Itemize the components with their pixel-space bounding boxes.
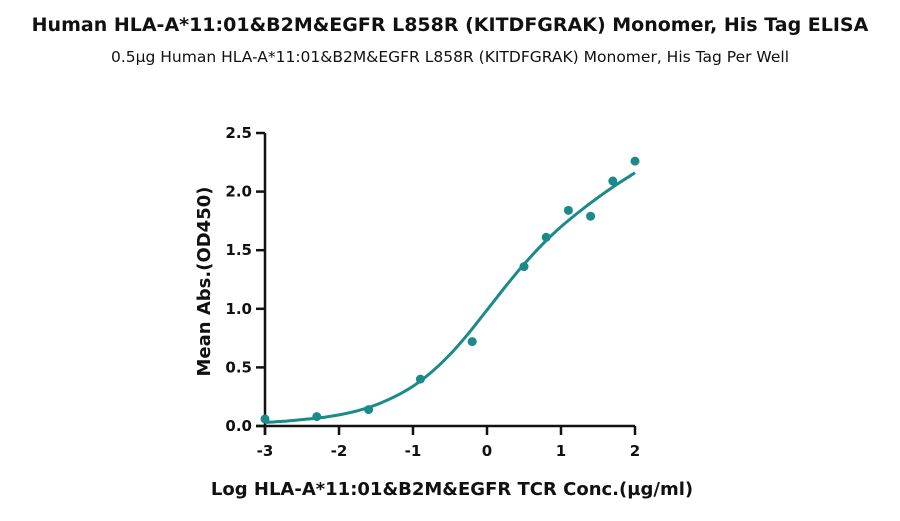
data-point bbox=[467, 337, 477, 347]
data-points bbox=[260, 156, 640, 424]
x-axis-label: Log HLA-A*11:01&B2M&EGFR TCR Conc.(µg/ml… bbox=[211, 479, 693, 500]
y-axis-label: Mean Abs.(OD450) bbox=[194, 187, 215, 377]
chart-ticks: 0.0 0.5 1.0 1.5 2.0 2.5 -3 -2 -1 0 1 2 bbox=[225, 124, 640, 460]
y-tick-label: 2.0 bbox=[225, 183, 252, 201]
data-point bbox=[563, 205, 573, 215]
data-point bbox=[608, 176, 618, 186]
data-point bbox=[260, 414, 270, 424]
data-point bbox=[586, 211, 596, 221]
x-tick-label: 1 bbox=[556, 442, 566, 460]
data-point bbox=[415, 374, 425, 384]
data-point bbox=[519, 262, 529, 272]
x-tick-label: -3 bbox=[257, 442, 274, 460]
y-tick-label: 0.5 bbox=[225, 358, 252, 376]
chart-subtitle: 0.5µg Human HLA-A*11:01&B2M&EGFR L858R (… bbox=[110, 48, 789, 66]
y-tick-label: 0.0 bbox=[225, 417, 252, 435]
x-tick-label: -2 bbox=[331, 442, 348, 460]
data-point bbox=[541, 232, 551, 242]
x-tick-label: 2 bbox=[630, 442, 640, 460]
x-tick-label: 0 bbox=[482, 442, 492, 460]
data-point bbox=[312, 412, 322, 422]
y-tick-label: 2.5 bbox=[225, 124, 252, 142]
y-tick-label: 1.0 bbox=[225, 300, 252, 318]
chart-axes bbox=[256, 133, 635, 435]
data-point bbox=[630, 156, 640, 166]
fit-curve bbox=[264, 171, 636, 424]
x-tick-label: -1 bbox=[405, 442, 422, 460]
chart-title: Human HLA-A*11:01&B2M&EGFR L858R (KITDFG… bbox=[31, 14, 869, 36]
data-point bbox=[364, 405, 374, 415]
y-tick-label: 1.5 bbox=[225, 241, 252, 259]
